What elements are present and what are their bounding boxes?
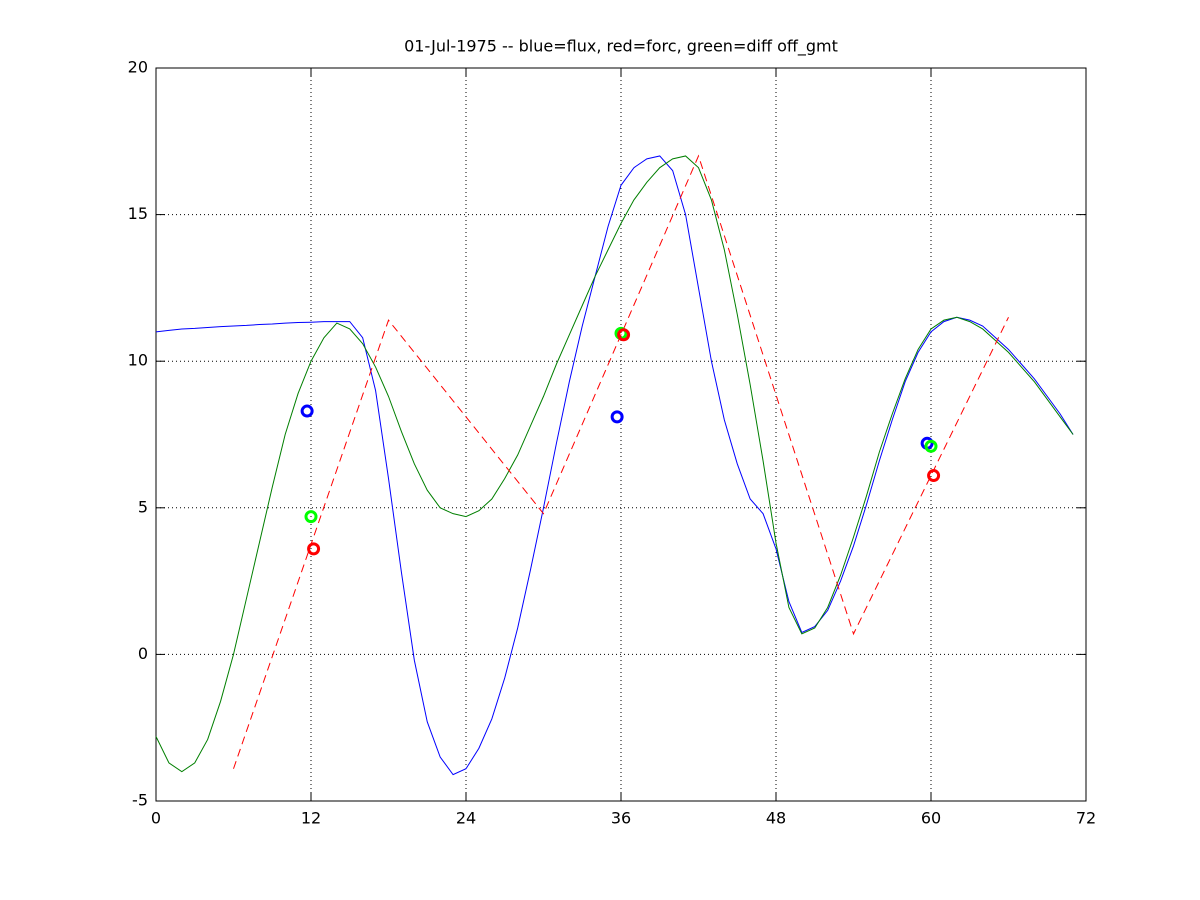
data-marker: [924, 439, 938, 453]
data-marker: [307, 542, 321, 556]
x-tick-label: 0: [151, 809, 161, 828]
data-marker: [304, 510, 318, 524]
data-line: [233, 154, 1009, 769]
x-tick-label: 36: [611, 809, 631, 828]
data-marker: [927, 469, 941, 483]
x-tick-label: 72: [1076, 809, 1096, 828]
data-marker: [617, 328, 631, 342]
x-tick-label: 24: [456, 809, 476, 828]
axes-box: [155, 67, 1087, 802]
data-marker: [610, 410, 624, 424]
y-tick-label: 10: [128, 351, 148, 370]
y-tick-label: 0: [138, 644, 148, 663]
y-tick-label: -5: [132, 791, 148, 810]
y-tick-label: 15: [128, 204, 148, 223]
chart-title: 01-Jul-1975 -- blue=flux, red=forc, gree…: [404, 37, 838, 57]
x-tick-label: 12: [301, 809, 321, 828]
y-tick-label: 5: [138, 497, 148, 516]
data-line: [155, 155, 1074, 773]
data-line: [155, 155, 1074, 776]
x-tick-label: 60: [921, 809, 941, 828]
data-marker: [300, 404, 314, 418]
y-tick-label: 20: [128, 58, 148, 77]
x-tick-label: 48: [766, 809, 786, 828]
